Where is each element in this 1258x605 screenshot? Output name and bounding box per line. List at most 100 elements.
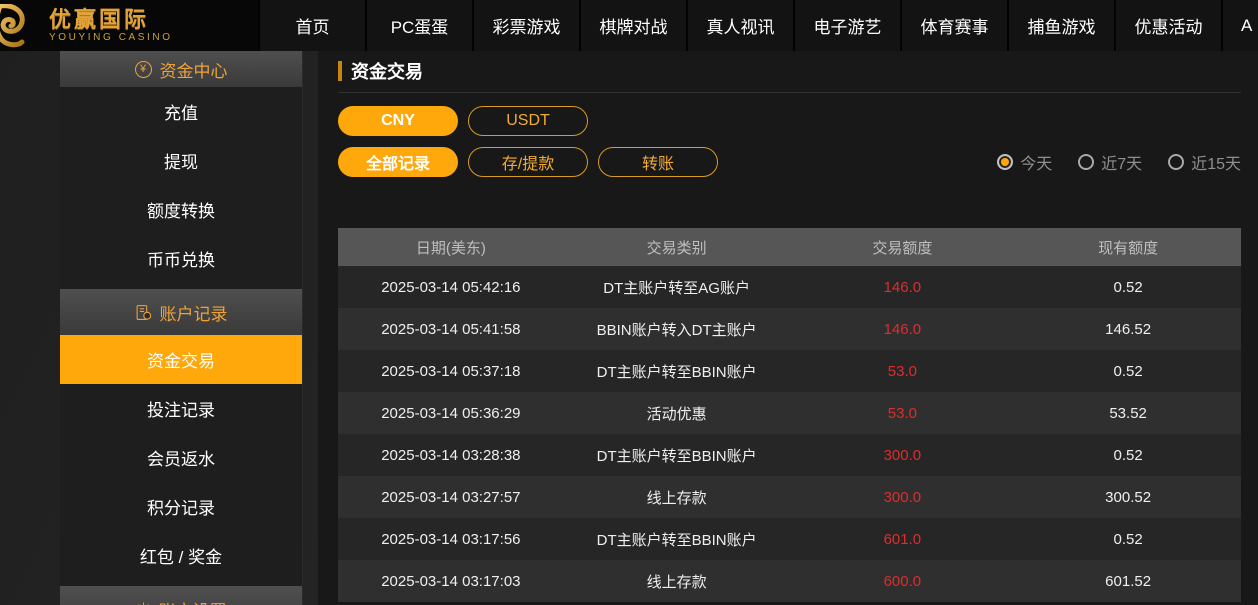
cell-balance: 53.52	[1109, 404, 1147, 422]
col-header-balance: 现有额度	[1098, 239, 1159, 257]
table-row: 2025-03-14 03:17:56 DT主账户转至BBIN账户 601.0 …	[338, 518, 1241, 560]
cell-date: 2025-03-14 05:37:18	[381, 362, 521, 380]
radio-unselected-icon	[1168, 154, 1185, 170]
cell-balance: 300.52	[1105, 488, 1152, 506]
cell-balance: 0.52	[1113, 446, 1143, 464]
brand-logo[interactable]: 优赢国际 YOUYING CASINO	[0, 0, 258, 51]
cell-amount: 146.0	[883, 278, 922, 296]
cell-type: DT主账户转至BBIN账户	[596, 531, 757, 549]
cell-balance: 146.52	[1105, 320, 1152, 338]
cell-type: DT主账户转至BBIN账户	[596, 363, 757, 381]
table-row: 2025-03-14 05:37:18 DT主账户转至BBIN账户 53.0 0…	[338, 350, 1241, 392]
sidebar-item-member-rebate[interactable]: 会员返水	[147, 450, 215, 469]
table-row: 2025-03-14 05:41:58 BBIN账户转入DT主账户 146.0 …	[338, 308, 1241, 350]
radio-label: 近7天	[1101, 156, 1143, 173]
table-row: 2025-03-14 05:42:16 DT主账户转至AG账户 146.0 0.…	[338, 266, 1241, 308]
nav-item-sports[interactable]: 体育赛事	[900, 0, 1007, 51]
cell-amount: 601.0	[883, 530, 922, 548]
cell-date: 2025-03-14 03:27:57	[381, 488, 521, 506]
sidebar-section-label: 资金中心	[159, 61, 228, 81]
nav-item-fishing[interactable]: 捕鱼游戏	[1007, 0, 1114, 51]
sidebar-section-account-records[interactable]: 账户记录	[60, 289, 302, 335]
sidebar-item-withdraw[interactable]: 提现	[164, 153, 198, 172]
sidebar-item-deposit[interactable]: 充值	[164, 104, 198, 123]
title-accent-bar	[338, 61, 342, 81]
top-navbar: 优赢国际 YOUYING CASINO 首页 PC蛋蛋 彩票游戏 棋牌对战 真人…	[0, 0, 1258, 51]
radio-today[interactable]: 今天	[997, 150, 1052, 174]
sidebar-section-funds-center[interactable]: ¥ 资金中心	[60, 51, 302, 87]
cell-type: 线上存款	[646, 489, 707, 507]
filter-transfer-button[interactable]: 转账	[598, 147, 718, 177]
sidebar-item-funds-transactions[interactable]: 资金交易	[60, 335, 302, 384]
nav-item-lottery[interactable]: 彩票游戏	[472, 0, 579, 51]
cell-amount: 300.0	[883, 488, 922, 506]
cell-amount: 146.0	[883, 320, 922, 338]
record-type-filter-row: 全部记录 存/提款 转账 今天 近7天 近15天	[338, 147, 1241, 177]
radio-label: 近15天	[1191, 156, 1241, 173]
sidebar-item-betting-records[interactable]: 投注记录	[147, 401, 215, 420]
brand-subtitle: YOUYING CASINO	[49, 31, 173, 43]
title-divider	[338, 92, 1241, 93]
sidebar-item-coin-exchange[interactable]: 币币兑换	[147, 251, 215, 270]
sidebar-item-points-records[interactable]: 积分记录	[147, 499, 215, 518]
cell-date: 2025-03-14 03:17:03	[381, 572, 521, 590]
cell-type: DT主账户转至AG账户	[603, 279, 750, 297]
nav-item-electronic[interactable]: 电子游艺	[793, 0, 900, 51]
main-content: 资金交易 CNY USDT 全部记录 存/提款 转账 今天 近	[318, 51, 1258, 605]
cell-date: 2025-03-14 03:28:38	[381, 446, 521, 464]
cell-amount: 600.0	[883, 572, 922, 590]
sidebar-section-account-settings[interactable]: 账户设置	[60, 586, 302, 605]
nav-item-live-video[interactable]: 真人视讯	[686, 0, 793, 51]
main-nav: 首页 PC蛋蛋 彩票游戏 棋牌对战 真人视讯 电子游艺 体育赛事 捕鱼游戏 优惠…	[258, 0, 1258, 51]
cell-date: 2025-03-14 05:36:29	[381, 404, 521, 422]
table-row: 2025-03-14 05:36:29 活动优惠 53.0 53.52	[338, 392, 1241, 434]
nav-item-partial[interactable]: A	[1221, 0, 1258, 51]
nav-item-pc-egg[interactable]: PC蛋蛋	[365, 0, 472, 51]
radio-last-7-days[interactable]: 近7天	[1078, 150, 1142, 174]
radio-last-15-days[interactable]: 近15天	[1168, 150, 1241, 174]
currency-cny-button[interactable]: CNY	[338, 106, 458, 136]
cell-date: 2025-03-14 05:41:58	[381, 320, 521, 338]
cell-date: 2025-03-14 05:42:16	[381, 278, 521, 296]
cell-type: DT主账户转至BBIN账户	[596, 447, 757, 465]
page-title: 资金交易	[351, 62, 423, 82]
cell-amount: 53.0	[887, 362, 917, 380]
radio-label: 今天	[1020, 156, 1053, 173]
table-row: 2025-03-14 03:28:38 DT主账户转至BBIN账户 300.0 …	[338, 434, 1241, 476]
sidebar-section-label: 账户记录	[159, 304, 228, 324]
cell-balance: 0.52	[1113, 278, 1143, 296]
nav-item-promotions[interactable]: 优惠活动	[1114, 0, 1221, 51]
transactions-table: 日期(美东) 交易类别 交易额度 现有额度 2025-03-14 05:42:1…	[338, 228, 1241, 602]
sidebar-section-label: 账户设置	[159, 597, 227, 605]
sidebar-item-redpacket-bonus[interactable]: 红包 / 奖金	[139, 548, 223, 567]
table-header-row: 日期(美东) 交易类别 交易额度 现有额度	[338, 228, 1241, 266]
ledger-icon	[136, 304, 151, 320]
cell-type: 线上存款	[646, 573, 707, 591]
cell-amount: 53.0	[887, 404, 917, 422]
cell-date: 2025-03-14 03:17:56	[381, 530, 521, 548]
cell-balance: 0.52	[1113, 530, 1143, 548]
table-row: 2025-03-14 03:27:57 线上存款 300.0 300.52	[338, 476, 1241, 518]
sidebar-item-quota-transfer[interactable]: 额度转换	[147, 202, 215, 221]
col-header-date: 日期(美东)	[415, 239, 486, 257]
page-title-row: 资金交易	[338, 51, 1241, 83]
col-header-amount: 交易额度	[872, 239, 933, 257]
brand-text: 优赢国际 YOUYING CASINO	[49, 8, 173, 44]
cell-balance: 0.52	[1113, 362, 1143, 380]
radio-unselected-icon	[1078, 154, 1095, 170]
currency-filter-row: CNY USDT	[338, 106, 1241, 136]
filter-deposit-withdraw-button[interactable]: 存/提款	[468, 147, 588, 177]
radio-selected-icon	[997, 154, 1014, 170]
filter-all-records-button[interactable]: 全部记录	[338, 147, 458, 177]
nav-item-board-games[interactable]: 棋牌对战	[579, 0, 686, 51]
nav-item-home[interactable]: 首页	[258, 0, 365, 51]
yen-circle-icon: ¥	[134, 60, 152, 78]
cell-amount: 300.0	[883, 446, 922, 464]
currency-usdt-button[interactable]: USDT	[468, 106, 588, 136]
date-range-radio-group: 今天 近7天 近15天	[997, 150, 1241, 174]
cell-type: 活动优惠	[646, 405, 707, 423]
sidebar: ¥ 资金中心 充值 提现 额度转换 币币兑换 账户记录 资金交易 投注记录 会员…	[60, 51, 302, 605]
cell-balance: 601.52	[1105, 572, 1152, 590]
lion-emblem-icon	[0, 3, 25, 47]
